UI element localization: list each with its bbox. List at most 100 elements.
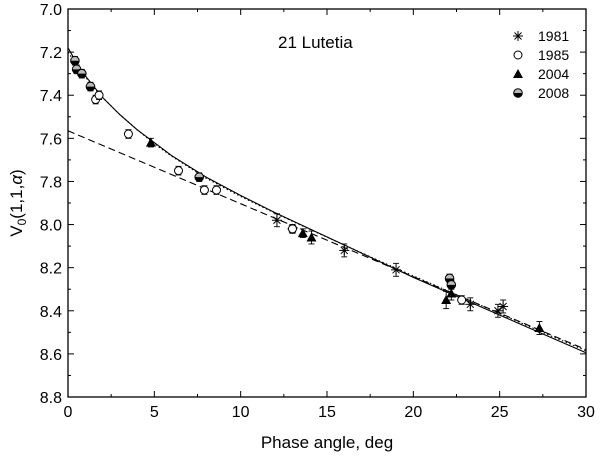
y-tick-label: 7.2 (40, 45, 62, 62)
data-point-2004 (534, 321, 545, 335)
legend-label: 2004 (538, 66, 569, 82)
circle-shape (211, 185, 221, 195)
triangle-shape (145, 137, 156, 147)
asterisk-stroke (392, 265, 400, 274)
x-tick-label: 15 (318, 404, 336, 421)
y-tick-label: 8.8 (40, 390, 62, 407)
data-point-2008 (70, 55, 80, 66)
triangle-shape (306, 232, 317, 242)
marker-open-circle (94, 90, 104, 100)
data-point-1985 (123, 129, 133, 139)
fit-curve-dashed (67, 130, 587, 351)
y-label-alpha: α (7, 174, 26, 185)
data-point-2004 (441, 290, 452, 310)
marker-asterisk (465, 299, 476, 310)
circle-shade (194, 177, 204, 182)
legend-marker (513, 31, 523, 41)
data-point-2004 (145, 137, 156, 148)
y-label-subscript: 0 (15, 218, 29, 225)
y-label-base: V (7, 225, 26, 237)
marker-open-circle (123, 129, 133, 139)
legend-item: 2008 (513, 85, 569, 101)
data-point-1981 (498, 299, 509, 314)
marker-open-circle (211, 185, 221, 195)
y-tick-label: 7.6 (40, 131, 62, 148)
y-axis-label: V0(1,1,α) (7, 169, 29, 236)
data-point-2008 (85, 81, 96, 92)
data-point-1981 (465, 297, 476, 312)
circle-shade (86, 86, 95, 91)
marker-half-filled-circle (85, 81, 96, 92)
marker-asterisk (391, 264, 402, 275)
marker-half-filled-circle (446, 280, 457, 290)
marker-open-circle (457, 295, 467, 305)
data-point-1981 (492, 303, 503, 318)
x-axis-label: Phase angle, deg (261, 433, 393, 452)
y-tick-label: 7.4 (40, 88, 62, 105)
circle-shape (174, 166, 184, 176)
marker-asterisk (498, 301, 509, 312)
marker-open-circle (174, 166, 184, 176)
y-label-args: (1,1, (7, 185, 26, 219)
legend-label: 2008 (538, 85, 569, 101)
triangle-shape (441, 295, 452, 304)
marker-open-circle (287, 224, 297, 234)
asterisk-stroke (466, 300, 475, 309)
data-point-1985 (199, 185, 209, 195)
marker-open-circle (199, 185, 209, 195)
triangle-shape (297, 228, 308, 238)
triangle-shape (513, 69, 523, 78)
plot-frame (67, 8, 587, 398)
circle-shape (287, 224, 297, 234)
x-tick-label: 10 (232, 404, 250, 421)
x-tick-label: 0 (64, 404, 73, 421)
fit-curves (67, 47, 587, 354)
marker-half-filled-circle (194, 172, 205, 182)
data-point-1981 (391, 262, 402, 277)
circle-shade (77, 73, 87, 78)
data-point-1985 (287, 224, 297, 234)
data-point-1981 (339, 243, 350, 258)
data-point-1985 (174, 165, 184, 176)
marker-asterisk (271, 215, 282, 226)
data-point-1981 (271, 213, 282, 228)
legend-marker (513, 50, 523, 60)
marker-filled-triangle (145, 137, 156, 147)
marker-asterisk (339, 245, 350, 256)
y-tick-label: 8.2 (40, 261, 62, 278)
asterisk-stroke (514, 32, 522, 40)
marker-filled-triangle (534, 323, 545, 333)
data-point-1985 (211, 185, 221, 195)
circle-shape (457, 295, 467, 305)
triangle-shape (446, 288, 457, 298)
circle-shade (447, 284, 456, 290)
circle-shape (513, 50, 523, 60)
circle-shape (94, 90, 104, 100)
marker-filled-triangle (297, 228, 308, 238)
data-point-2004 (306, 230, 317, 245)
x-tick-label: 30 (577, 404, 595, 421)
data-point-2008 (194, 172, 205, 182)
x-tick-label: 20 (404, 404, 422, 421)
asterisk-stroke (494, 306, 502, 315)
data-point-2008 (77, 68, 87, 79)
axis-ticks: 0 5 10 15 20 25 30 7.0 7.2 7.4 7.6 7.8 8.0 8.2 8.4 8.6 8… (40, 2, 595, 421)
y-tick-label: 7.8 (40, 174, 62, 191)
marker-half-filled-circle (70, 55, 80, 66)
marker-filled-triangle (306, 232, 317, 242)
data-point-2004 (297, 228, 308, 238)
marker-filled-triangle (446, 288, 457, 298)
circle-shape (199, 185, 209, 195)
circle-shape (123, 129, 133, 139)
x-tick-label: 5 (150, 404, 159, 421)
triangle-shape (534, 323, 545, 333)
fit-curve-solid (67, 47, 587, 354)
y-tick-label: 8.4 (40, 304, 62, 321)
y-tick-label: 8.0 (40, 218, 62, 235)
legend-item: 1985 (513, 47, 569, 63)
y-label-close: ) (7, 169, 26, 175)
data-point-2008 (446, 280, 457, 290)
asterisk-stroke (499, 302, 507, 311)
y-tick-label: 7.0 (40, 2, 62, 19)
